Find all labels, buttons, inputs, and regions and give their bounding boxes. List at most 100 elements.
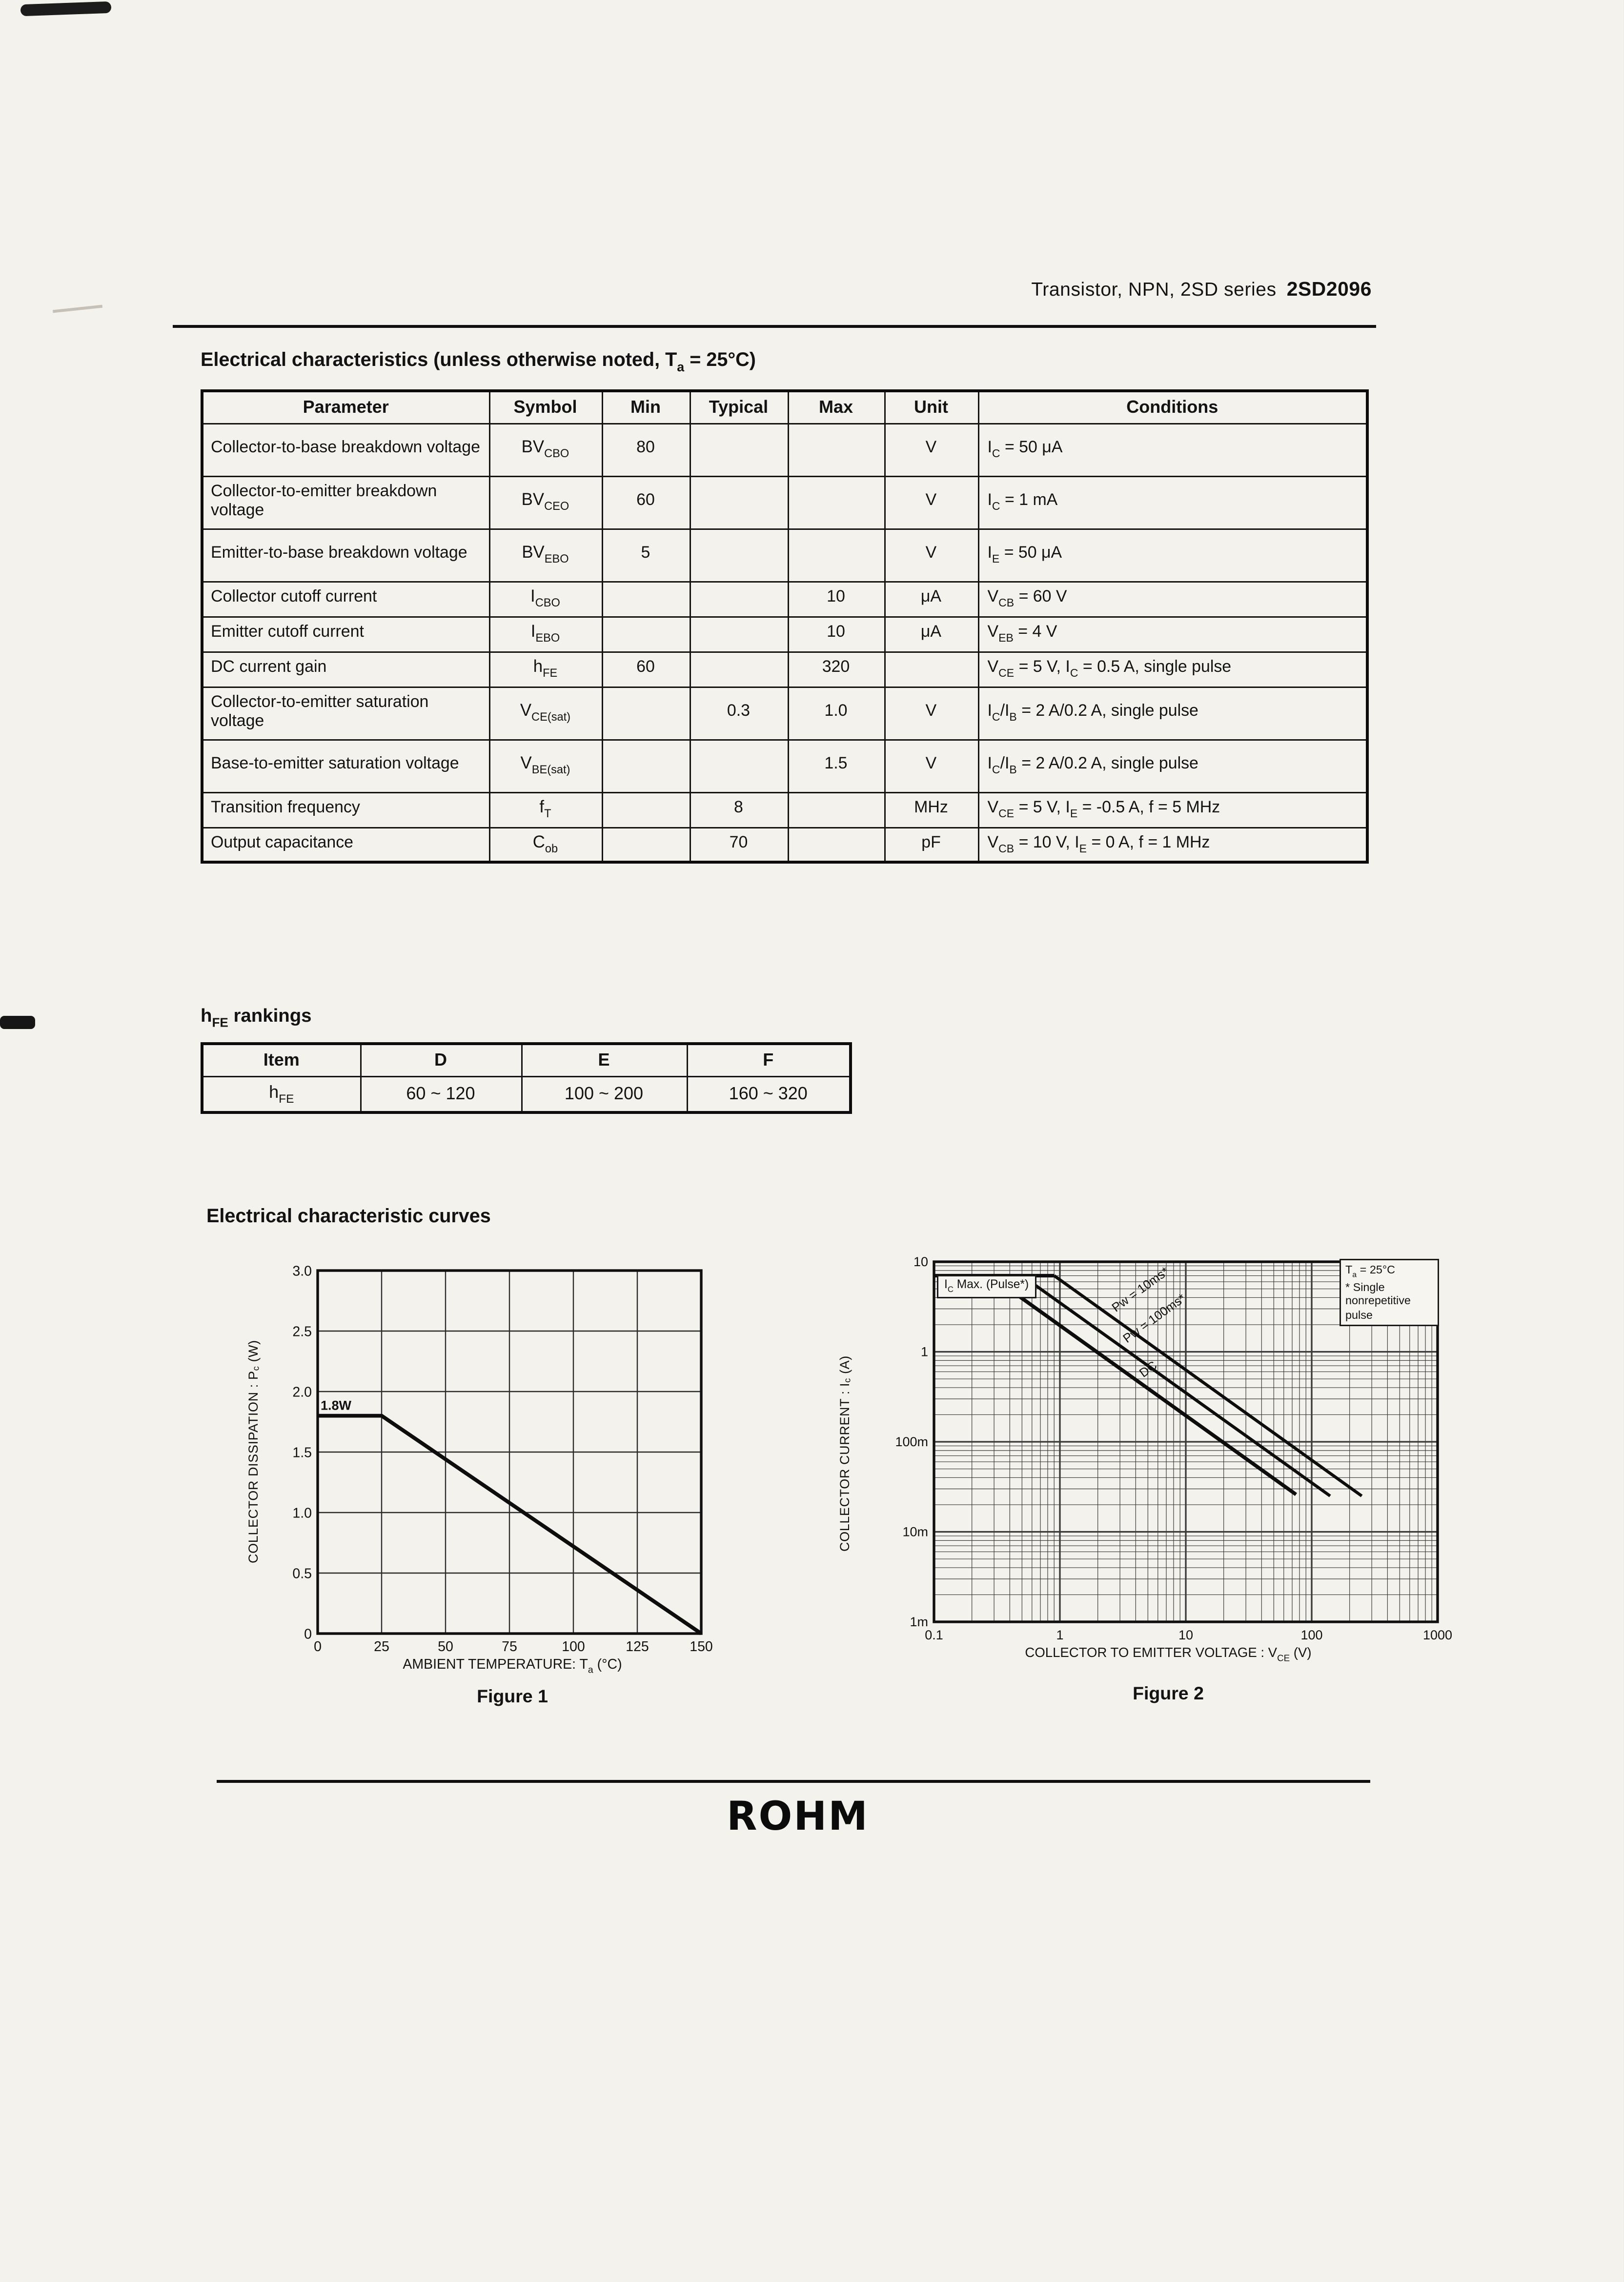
cell-typical (689, 422, 789, 477)
svg-text:125: 125 (626, 1639, 649, 1655)
cell-conditions: IC = 50 μA (977, 422, 1368, 477)
figure2-conditions-note: Ta = 25°C * Single nonrepetitive pulse (1340, 1259, 1439, 1326)
scan-artifact (20, 1, 112, 17)
cell-conditions: VEB = 4 V (977, 615, 1368, 652)
figure1-y-axis-label: COLLECTOR DISSIPATION : Pc (W) (246, 1340, 262, 1564)
electrical-table-body: Collector-to-base breakdown voltage BVCBO… (201, 422, 1368, 863)
cell-unit: V (883, 422, 979, 477)
hfe-cell-rank-d: 60 ~ 120 (359, 1075, 522, 1113)
cell-parameter: Base-to-emitter saturation voltage (201, 738, 490, 793)
cell-typical (689, 650, 789, 687)
page-header: Transistor, NPN, 2SD series 2SD2096 (201, 278, 1372, 300)
svg-text:0: 0 (314, 1639, 322, 1655)
cell-max: 10 (787, 615, 885, 652)
cell-unit: μA (883, 580, 979, 617)
cell-unit: V (883, 527, 979, 582)
column-header-unit: Unit (883, 390, 979, 424)
svg-text:1.0: 1.0 (292, 1506, 312, 1521)
scan-artifact (52, 304, 103, 313)
svg-text:75: 75 (502, 1639, 517, 1655)
hfe-table-row: hFE 60 ~ 120 100 ~ 200 160 ~ 320 (201, 1075, 852, 1113)
hfe-cell-rank-e: 100 ~ 200 (520, 1075, 688, 1113)
footer-rule (217, 1780, 1370, 1784)
cell-symbol: BVCBO (488, 422, 603, 477)
hfe-column-d: D (359, 1043, 522, 1077)
electrical-table-row: Collector-to-emitter saturation voltage V… (201, 686, 1368, 740)
svg-text:1: 1 (921, 1345, 928, 1359)
figure2-icmax-label-box: IC Max. (Pulse*) (937, 1275, 1036, 1298)
cell-min: 5 (601, 527, 690, 582)
svg-text:10m: 10m (902, 1525, 928, 1539)
cell-unit: MHz (883, 791, 979, 828)
cell-conditions: VCB = 60 V (977, 580, 1368, 617)
electrical-table-row: Collector-to-base breakdown voltage BVCBO… (201, 422, 1368, 477)
cell-min (601, 826, 690, 863)
hfe-cell-item: hFE (201, 1075, 361, 1113)
hfe-cell-rank-f: 160 ~ 320 (686, 1075, 852, 1113)
cell-min: 60 (601, 475, 690, 529)
cell-symbol: BVEBO (488, 527, 603, 582)
cell-conditions: IC/IB = 2 A/0.2 A, single pulse (977, 686, 1368, 740)
svg-text:100: 100 (562, 1639, 585, 1655)
header-part-number: 2SD2096 (1286, 278, 1372, 300)
cell-typical (689, 527, 789, 582)
cell-unit: V (883, 475, 979, 529)
cell-min (601, 615, 690, 652)
svg-text:50: 50 (438, 1639, 453, 1655)
svg-text:0: 0 (304, 1627, 312, 1642)
cell-symbol: hFE (488, 650, 603, 687)
cell-typical: 0.3 (689, 686, 789, 740)
electrical-table-header-row: Parameter Symbol Min Typical Max Unit Co… (201, 390, 1368, 424)
svg-text:3.0: 3.0 (292, 1264, 312, 1279)
cell-max (787, 475, 885, 529)
electrical-table-row: Collector cutoff current ICBO 10 μA VCB = 60… (201, 580, 1368, 617)
cell-unit (883, 650, 979, 687)
cell-symbol: Cob (488, 826, 603, 863)
note-pulse-line: * Single nonrepetitive pulse (1345, 1280, 1411, 1321)
note-ta-line: Ta = 25°C (1345, 1263, 1396, 1280)
column-header-parameter: Parameter (201, 390, 490, 424)
electrical-table-row: Collector-to-emitter breakdown voltage BV… (201, 475, 1368, 529)
cell-typical (689, 615, 789, 652)
scan-artifact (0, 1016, 35, 1029)
figure2-x-axis-label: COLLECTOR TO EMITTER VOLTAGE : VCE (V) (1025, 1645, 1312, 1664)
cell-conditions: IE = 50 μA (977, 527, 1368, 582)
cell-conditions: IC = 1 mA (977, 475, 1368, 529)
svg-text:2.5: 2.5 (292, 1324, 312, 1340)
column-header-conditions: Conditions (977, 390, 1368, 424)
curves-section-title: Electrical characteristic curves (206, 1205, 491, 1227)
svg-text:100: 100 (1300, 1628, 1322, 1642)
electrical-table-row: Emitter-to-base breakdown voltage BVEBO 5 V… (201, 527, 1368, 582)
svg-text:0.1: 0.1 (925, 1628, 943, 1642)
cell-max: 1.5 (787, 738, 885, 793)
svg-text:25: 25 (374, 1639, 389, 1655)
svg-text:1m: 1m (910, 1615, 928, 1629)
cell-unit: V (883, 738, 979, 793)
hfe-column-item: Item (201, 1043, 361, 1077)
svg-text:1000: 1000 (1423, 1628, 1452, 1642)
cell-conditions: VCB = 10 V, IE = 0 A, f = 1 MHz (977, 826, 1368, 863)
cell-symbol: VBE(sat) (488, 738, 603, 793)
hfe-column-e: E (520, 1043, 688, 1077)
cell-typical (689, 475, 789, 529)
svg-text:150: 150 (690, 1639, 713, 1655)
cell-symbol: IEBO (488, 615, 603, 652)
hfe-column-f: F (686, 1043, 852, 1077)
cell-unit: pF (883, 826, 979, 863)
cell-symbol: BVCEO (488, 475, 603, 529)
electrical-table-row: Emitter cutoff current IEBO 10 μA VEB = 4 V (201, 615, 1368, 652)
cell-parameter: Transition frequency (201, 791, 490, 828)
column-header-max: Max (787, 390, 885, 424)
figure1-derating-chart: 0 25 50 75 100 125 150 0 0.5 1.0 1.5 2.0 2.5 3.0 1.8W (292, 1264, 713, 1655)
svg-text:1.5: 1.5 (292, 1445, 312, 1461)
cell-conditions: VCE = 5 V, IE = -0.5 A, f = 5 MHz (977, 791, 1368, 828)
cell-typical: 70 (689, 826, 789, 863)
cell-parameter: Collector-to-base breakdown voltage (201, 422, 490, 477)
figure1-x-axis-label: AMBIENT TEMPERATURE: Ta (°C) (403, 1657, 622, 1676)
cell-min: 80 (601, 422, 690, 477)
svg-text:100m: 100m (895, 1434, 928, 1449)
cell-max: 320 (787, 650, 885, 687)
cell-symbol: fT (488, 791, 603, 828)
cell-max (787, 791, 885, 828)
